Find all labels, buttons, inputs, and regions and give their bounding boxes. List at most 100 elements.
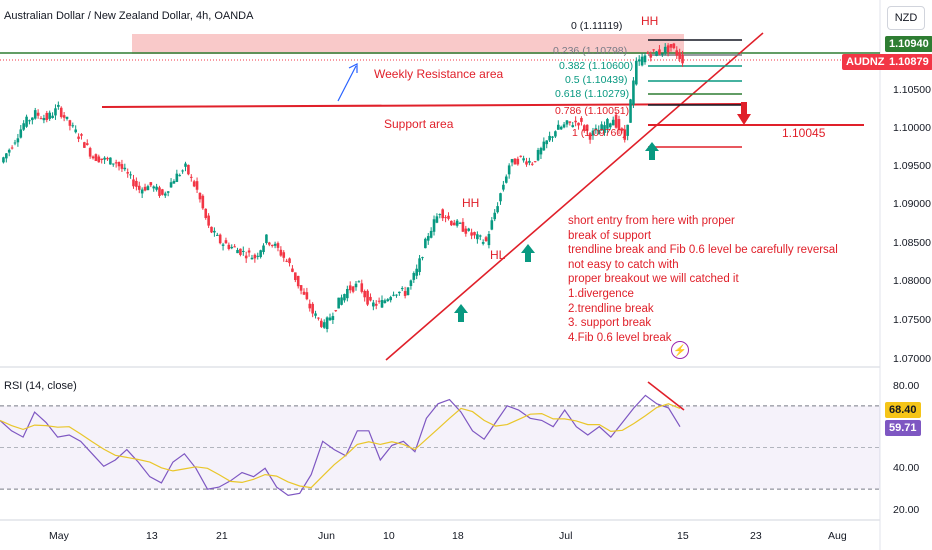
candle-body	[36, 112, 40, 116]
fib-label: 0.786 (1.10051)	[555, 105, 630, 117]
candle-body	[597, 129, 601, 135]
candle-body	[317, 317, 320, 319]
price-tick: 1.08500	[893, 237, 931, 249]
candle-body	[25, 116, 28, 127]
candle-body	[268, 242, 271, 245]
candle-body	[658, 49, 661, 55]
candle-body	[19, 129, 23, 138]
candle-body	[600, 124, 603, 131]
lightning-icon[interactable]: ⚡	[671, 341, 689, 359]
candle-body	[16, 138, 20, 143]
candle-body	[265, 234, 268, 244]
time-tick: 10	[383, 530, 395, 542]
candle-body	[623, 129, 627, 140]
candle-body	[389, 297, 392, 301]
fib-label: 0.236 (1.10798)	[553, 45, 628, 57]
candle-body	[539, 148, 543, 155]
candle-body	[655, 51, 658, 56]
divergence-line	[647, 381, 685, 411]
current-price-badge: 1.10940	[885, 36, 932, 52]
candle-body	[236, 249, 239, 254]
candle-body	[424, 238, 427, 249]
candle-body	[412, 273, 416, 280]
rsi-layer	[0, 381, 685, 497]
candle-body	[334, 310, 338, 312]
candle-body	[580, 117, 583, 122]
candle-body	[250, 257, 254, 260]
candle-body	[594, 128, 598, 131]
candle-body	[195, 181, 199, 190]
candle-body	[106, 157, 109, 160]
rsi-tick: 20.00	[893, 504, 920, 516]
candle-body	[302, 291, 306, 295]
candle-body	[565, 120, 569, 125]
candle-body	[13, 142, 17, 144]
candle-body	[461, 221, 465, 232]
candle-body	[314, 313, 317, 316]
candle-body	[299, 285, 303, 291]
candle-body	[285, 260, 288, 262]
fib-label: 1 (1.09760)	[572, 127, 626, 139]
candle-body	[175, 173, 179, 182]
time-tick: 18	[452, 530, 464, 542]
candle-body	[294, 272, 297, 281]
candle-body	[426, 236, 430, 241]
candle-body	[366, 290, 369, 305]
time-tick: Jun	[318, 530, 335, 542]
candle-body	[331, 316, 335, 320]
candle-body	[325, 317, 329, 330]
rsi-tick: 40.00	[893, 462, 920, 474]
candle-body	[224, 240, 228, 244]
candle-body	[562, 124, 566, 128]
candle-body	[525, 161, 528, 165]
candle-body	[10, 147, 14, 149]
candle-body	[432, 219, 436, 232]
up-arrow-icon	[521, 244, 535, 262]
candle-body	[155, 186, 158, 190]
currency-button[interactable]: NZD	[887, 6, 925, 30]
candle-body	[588, 133, 592, 140]
candle-body	[663, 46, 667, 53]
candle-body	[409, 280, 413, 286]
candle-body	[111, 163, 115, 165]
hh-top-label: HH	[641, 14, 659, 28]
price-tick: 1.07500	[893, 314, 931, 326]
candle-body	[530, 163, 534, 165]
candle-body	[675, 50, 679, 56]
candle-body	[169, 182, 173, 188]
candle-body	[354, 283, 358, 288]
candle-body	[152, 186, 156, 189]
candle-body	[473, 232, 476, 236]
candle-body	[291, 268, 294, 272]
rsi-value-badge: 68.40	[885, 402, 921, 418]
candle-body	[522, 158, 525, 161]
price-candles	[2, 42, 684, 333]
candle-body	[357, 281, 361, 283]
candle-body	[28, 120, 31, 122]
candle-body	[149, 182, 153, 186]
rsi-title: RSI (14, close)	[4, 380, 77, 392]
candle-body	[585, 124, 589, 131]
last-price-badge: 1.10879	[885, 54, 932, 70]
time-tick: 21	[216, 530, 228, 542]
grid-layer	[0, 0, 881, 550]
hh-mid-label: HH	[462, 196, 480, 210]
candle-body	[247, 250, 251, 253]
candle-body	[360, 283, 364, 292]
candle-body	[348, 285, 352, 291]
candle-body	[661, 53, 664, 55]
candle-body	[403, 291, 407, 296]
candle-body	[239, 248, 242, 255]
candle-body	[415, 268, 418, 276]
candle-body	[551, 136, 554, 138]
candle-body	[444, 217, 447, 219]
candle-body	[65, 116, 69, 119]
candle-body	[528, 160, 531, 163]
candle-body	[620, 128, 624, 131]
candle-body	[123, 167, 127, 170]
candle-body	[395, 294, 398, 296]
candle-body	[611, 119, 615, 126]
candle-body	[213, 230, 216, 233]
candle-body	[143, 186, 147, 191]
candle-body	[42, 117, 46, 121]
